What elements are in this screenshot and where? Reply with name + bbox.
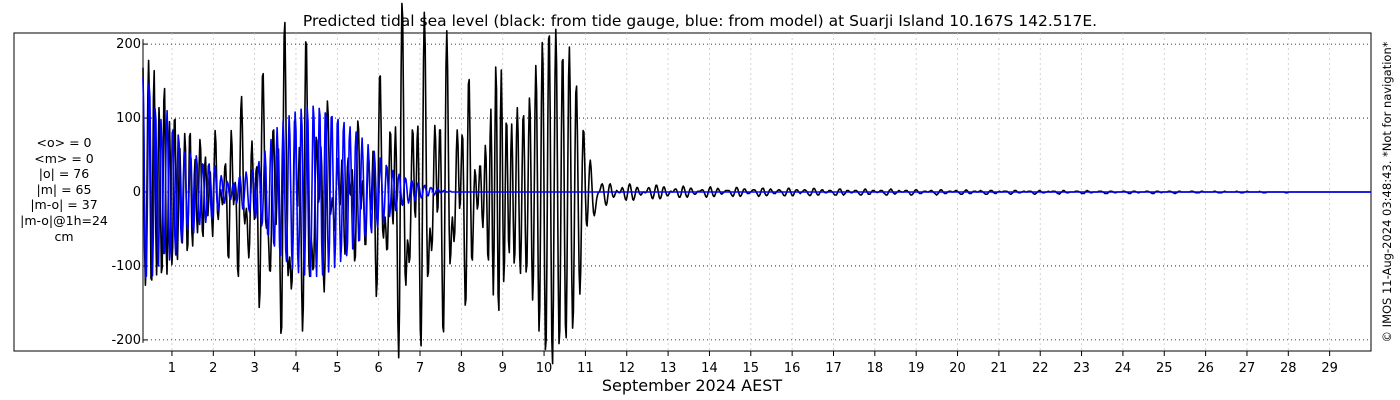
- x-tick-label: 11: [577, 361, 594, 376]
- stats-panel: <o> = 0 <m> = 0 |o| = 76 |m| = 65 |m-o| …: [14, 135, 114, 244]
- stat-abs-model: |m| = 65: [36, 181, 92, 197]
- x-tick-label: 3: [250, 361, 258, 376]
- x-tick-label: 29: [1321, 361, 1338, 376]
- x-tick-label: 20: [949, 361, 966, 376]
- x-tick-label: 1: [168, 361, 176, 376]
- x-tick-label: 24: [1115, 361, 1132, 376]
- series-line-model: [142, 77, 1371, 279]
- y-tick-label: -100: [111, 259, 141, 274]
- y-tick-label: 0: [133, 185, 141, 200]
- watermark-text: © IMOS 11-Aug-2024 03:48:43. *Not for na…: [1380, 41, 1394, 342]
- x-tick-label: 17: [825, 361, 842, 376]
- stat-abs-diff: |m-o| = 37: [30, 197, 98, 213]
- x-tick-label: 16: [784, 361, 801, 376]
- x-tick-label: 14: [701, 361, 718, 376]
- x-tick-label: 9: [499, 361, 507, 376]
- x-tick-label: 4: [292, 361, 300, 376]
- stat-abs-observed: |o| = 76: [38, 166, 90, 182]
- stat-mean-model: <m> = 0: [34, 150, 94, 166]
- x-tick-label: 13: [660, 361, 677, 376]
- x-tick-label: 10: [536, 361, 553, 376]
- x-tick-label: 5: [333, 361, 341, 376]
- x-tick-label: 6: [375, 361, 383, 376]
- x-tick-label: 12: [618, 361, 635, 376]
- y-tick-label: -200: [111, 333, 141, 348]
- chart-title: Predicted tidal sea level (black: from t…: [303, 12, 1097, 30]
- x-tick-label: 15: [743, 361, 760, 376]
- y-tick-label: 200: [116, 37, 141, 52]
- x-tick-label: 28: [1280, 361, 1297, 376]
- x-tick-label: 25: [1156, 361, 1173, 376]
- x-tick-label: 18: [867, 361, 884, 376]
- series-lines: [142, 2, 1371, 365]
- stat-unit: cm: [54, 228, 74, 244]
- x-tick-label: 19: [908, 361, 925, 376]
- x-tick-label: 22: [1032, 361, 1049, 376]
- x-tick-label: 26: [1197, 361, 1214, 376]
- y-tick-label: 100: [116, 111, 141, 126]
- stat-mean-observed: <o> = 0: [36, 135, 92, 150]
- x-tick-label: 2: [209, 361, 217, 376]
- x-tick-label: 23: [1073, 361, 1090, 376]
- x-tick-label: 7: [416, 361, 424, 376]
- x-tick-label: 8: [457, 361, 465, 376]
- x-axis-label: September 2024 AEST: [602, 376, 783, 395]
- x-tick-label: 27: [1239, 361, 1256, 376]
- stat-abs-diff-1h: |m-o|@1h=24: [20, 212, 108, 228]
- x-tick-label: 21: [991, 361, 1008, 376]
